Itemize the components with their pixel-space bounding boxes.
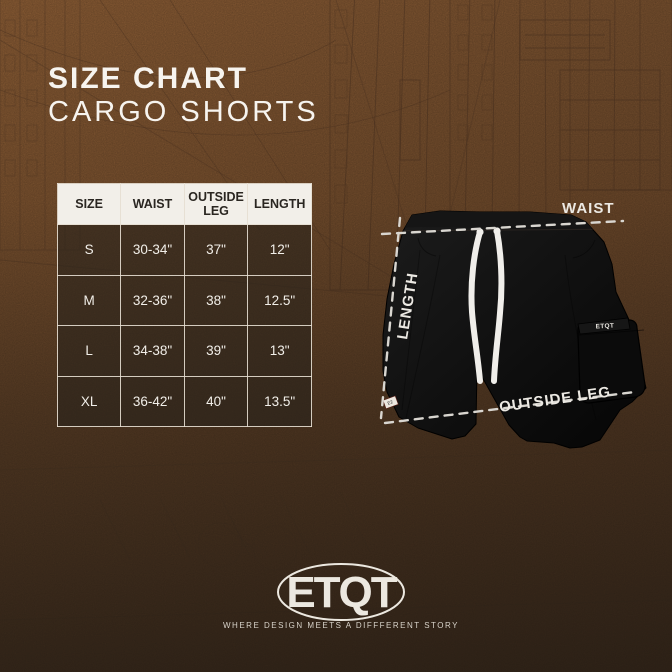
svg-text:WAIST: WAIST xyxy=(562,200,615,217)
svg-text:WHERE DESIGN MEETS A DIFFFEREN: WHERE DESIGN MEETS A DIFFFERENT STORY xyxy=(223,621,459,630)
svg-text:ETQT: ETQT xyxy=(286,568,397,617)
svg-text:ETQT: ETQT xyxy=(595,323,614,331)
